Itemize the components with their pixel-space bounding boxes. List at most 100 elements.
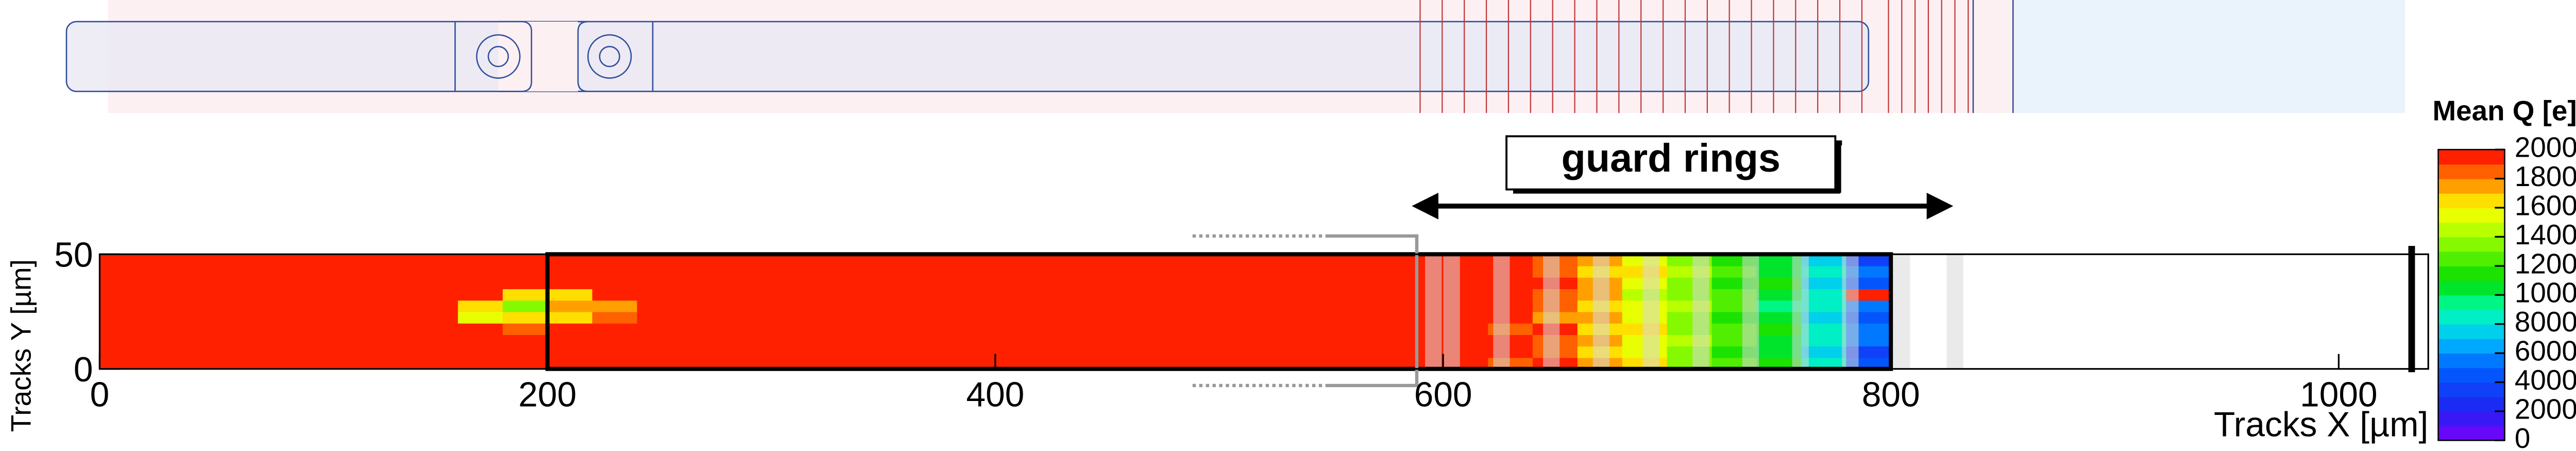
colorbar-swatch: [2438, 368, 2505, 383]
heatmap-cell: [279, 254, 324, 266]
heatmap-cell: [144, 289, 190, 301]
heatmap-cell: [905, 323, 951, 335]
heatmap-cell: [726, 311, 772, 324]
heatmap-cell: [995, 300, 1041, 312]
heatmap-cell: [905, 300, 951, 312]
heatmap-cell: [1801, 311, 1847, 324]
heatmap-cell: [1129, 254, 1175, 266]
layout-contact: [587, 34, 632, 79]
heatmap-cell: [413, 265, 459, 278]
heatmap-cell: [189, 357, 235, 370]
heatmap-cell: [99, 265, 145, 278]
heatmap-cell: [1264, 277, 1310, 289]
guard-ring-shadow: [1792, 254, 1809, 369]
heatmap-cell: [547, 289, 593, 301]
heatmap-cell: [861, 265, 906, 278]
heatmap-cell: [547, 300, 593, 312]
heatmap-cell: [1353, 334, 1399, 347]
heatmap-cell: [816, 311, 862, 324]
heatmap-cell: [144, 311, 190, 324]
sensor-layout: [65, 0, 2405, 113]
heatmap-cell: [592, 323, 638, 335]
heatmap-cell: [592, 300, 638, 312]
heatmap-cell: [905, 265, 951, 278]
heatmap-cell: [995, 334, 1041, 347]
heatmap-cell: [234, 311, 280, 324]
heatmap-cell: [234, 289, 280, 301]
heatmap-cell: [682, 357, 727, 370]
heatmap-cell: [1309, 254, 1354, 266]
y-tick-label: 50: [54, 236, 93, 275]
heatmap-cell: [1040, 357, 1086, 370]
colorbar-tick-label: 20000: [2515, 131, 2576, 163]
heatmap-cell: [905, 334, 951, 347]
heatmap-cell: [682, 254, 727, 266]
heatmap-cell: [1801, 346, 1847, 358]
heatmap-cell: [99, 311, 145, 324]
guard-ring-shadow: [1592, 254, 1609, 369]
heatmap-cell: [502, 311, 548, 324]
heatmap-cell: [637, 254, 683, 266]
layout-contact: [476, 34, 521, 79]
heatmap-cell: [726, 254, 772, 266]
heatmap-cell: [1084, 265, 1130, 278]
heatmap-cell: [1219, 323, 1265, 335]
colorbar-swatch: [2438, 237, 2505, 252]
bracket: [1325, 234, 1419, 388]
heatmap-cell: [861, 289, 906, 301]
heatmap-cell: [1040, 300, 1086, 312]
heatmap-cell: [1264, 289, 1310, 301]
heatmap-cell: [592, 346, 638, 358]
heatmap-cell: [905, 277, 951, 289]
heatmap-cell: [682, 289, 727, 301]
heatmap-cell: [279, 334, 324, 347]
heatmap-cell: [1219, 357, 1265, 370]
guard-ring-shadow: [1842, 254, 1859, 369]
heatmap-cell: [637, 357, 683, 370]
heatmap-cell: [1084, 277, 1130, 289]
heatmap-cell: [234, 254, 280, 266]
heatmap-cell: [99, 289, 145, 301]
heatmap-cell: [234, 357, 280, 370]
heatmap-cell: [413, 277, 459, 289]
heatmap-cell: [1129, 289, 1175, 301]
heatmap-cell: [1309, 334, 1354, 347]
heatmap-cell: [1756, 311, 1802, 324]
heatmap-cell: [682, 323, 727, 335]
heatmap-cell: [234, 323, 280, 335]
heatmap-cell: [502, 254, 548, 266]
heatmap-cell: [279, 323, 324, 335]
heatmap-cell: [1264, 265, 1310, 278]
heatmap-cell: [816, 254, 862, 266]
heatmap-cell: [1084, 300, 1130, 312]
heatmap-cell: [816, 300, 862, 312]
heatmap-cell: [1219, 334, 1265, 347]
heatmap-cell: [1309, 323, 1354, 335]
heatmap-cell: [413, 346, 459, 358]
heatmap-cell: [144, 323, 190, 335]
heatmap-cell: [771, 300, 817, 312]
heatmap-cell: [324, 311, 369, 324]
heatmap-cell: [592, 277, 638, 289]
layout-region: [2014, 0, 2405, 113]
heatmap-cell: [413, 357, 459, 370]
heatmap-cell: [99, 277, 145, 289]
heatmap-cell: [1801, 265, 1847, 278]
plot-area: 0 200 400 600 800 100005002000400060008000100…: [54, 131, 2576, 451]
heatmap-cell: [457, 300, 503, 312]
heatmap-cell: [1129, 300, 1175, 312]
heatmap-cell: [1801, 357, 1847, 370]
heatmap-cell: [234, 346, 280, 358]
heatmap-cell: [1353, 254, 1399, 266]
heatmap-cell: [592, 289, 638, 301]
heatmap-cell: [861, 334, 906, 347]
heatmap-cell: [592, 334, 638, 347]
heatmap-cell: [413, 334, 459, 347]
heatmap-cell: [324, 323, 369, 335]
heatmap-cell: [682, 311, 727, 324]
colorbar-tick-label: 12000: [2515, 247, 2576, 279]
heatmap-cell: [413, 311, 459, 324]
heatmap-cell: [592, 311, 638, 324]
heatmap-cell: [368, 346, 414, 358]
